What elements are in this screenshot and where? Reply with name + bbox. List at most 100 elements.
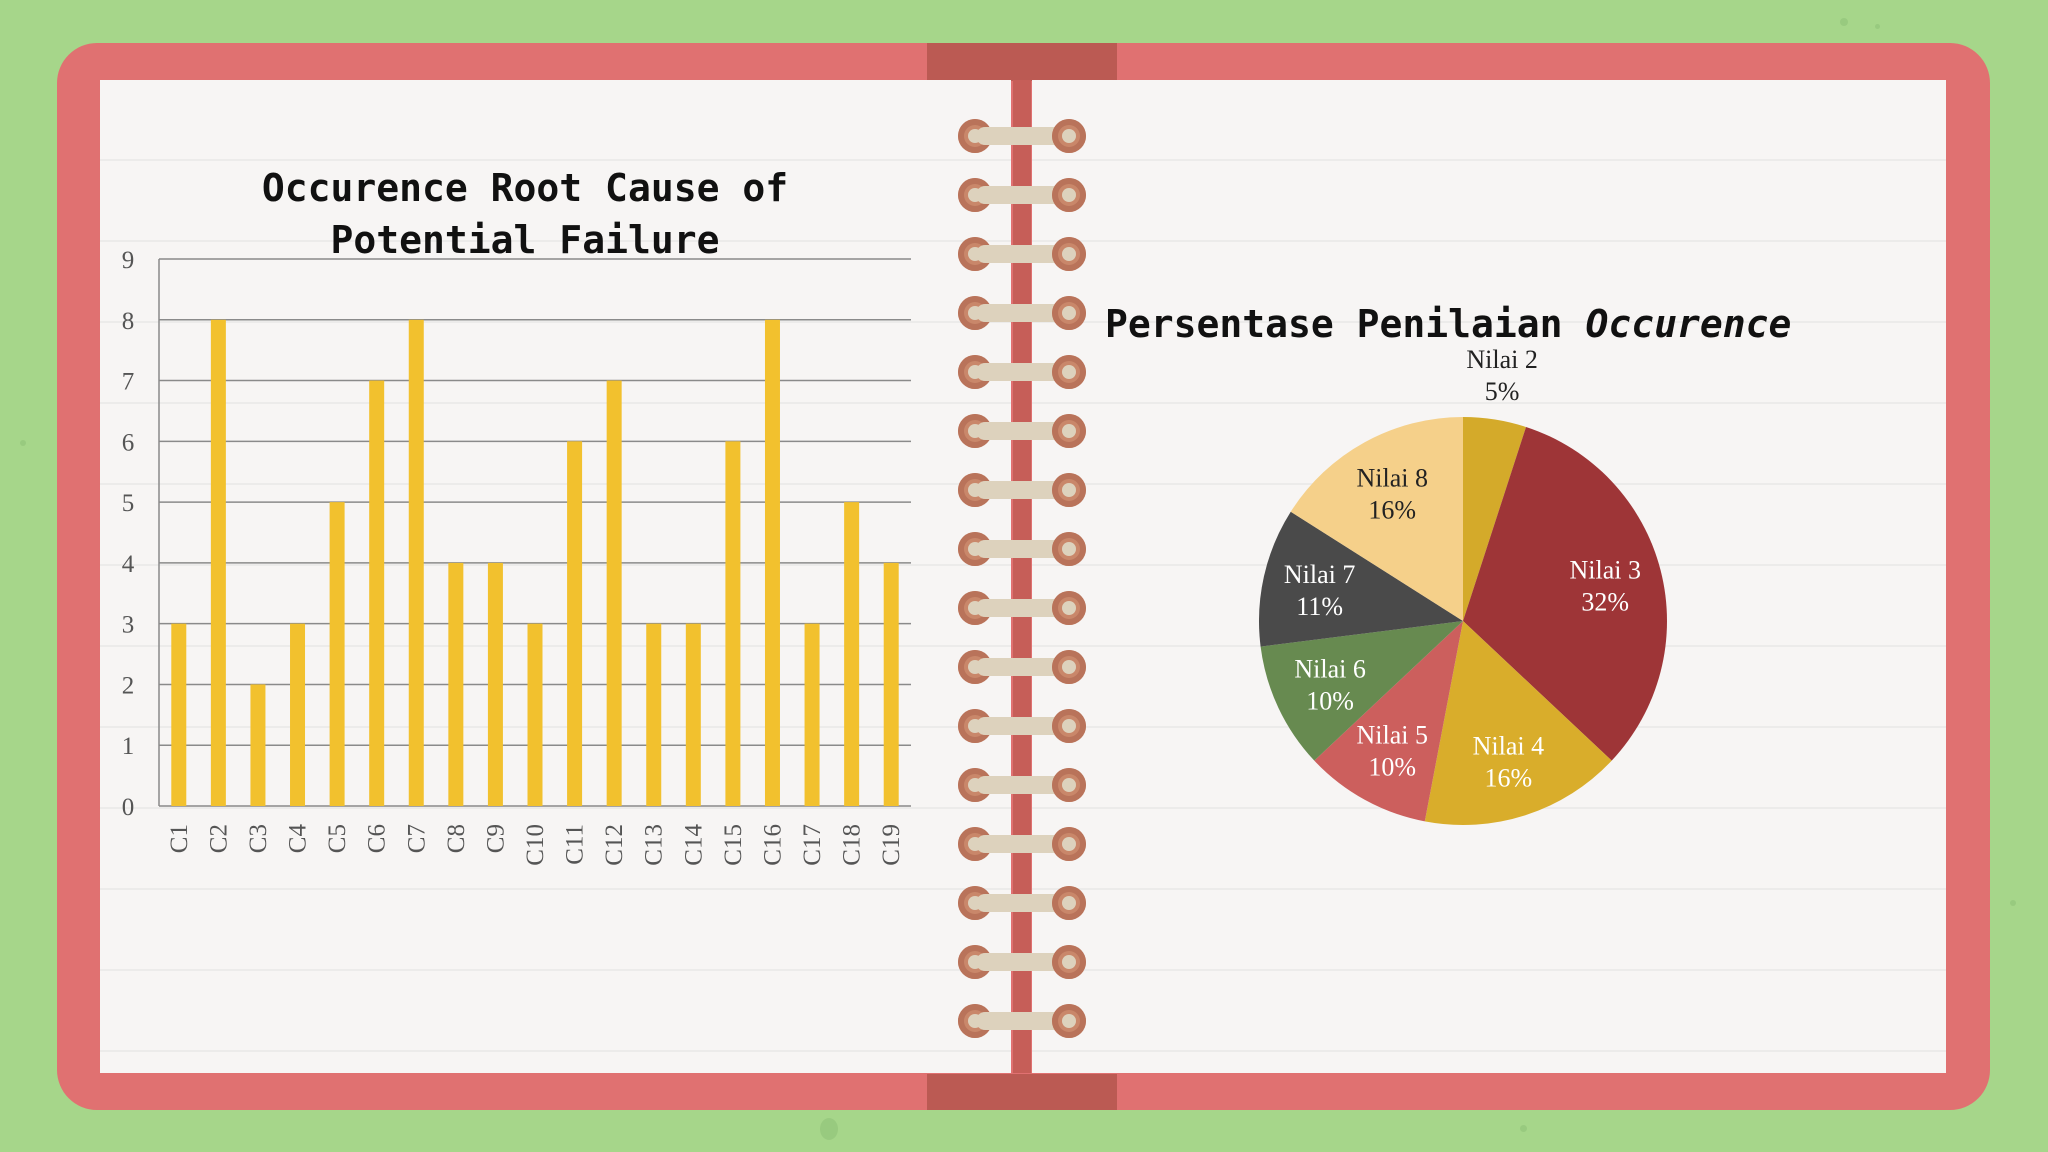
ring-bar <box>976 1012 1068 1030</box>
pie-label-name: Nilai 4 <box>1473 732 1545 761</box>
x-tick-label: C10 <box>522 824 549 866</box>
background-speckle <box>1840 18 1848 26</box>
x-tick-label: C15 <box>720 824 747 866</box>
bar-c18 <box>844 502 860 806</box>
x-tick-label: C18 <box>839 824 866 866</box>
pie-slice-nilai-3 <box>1463 426 1667 761</box>
pie-chart-title: Persentase Penilaian Occurence <box>1105 298 1945 350</box>
bar-c8 <box>448 562 464 806</box>
ring-end <box>1052 296 1086 330</box>
y-tick-label: 9 <box>122 247 135 274</box>
ring-bar <box>976 127 1068 145</box>
spine-line <box>1013 80 1031 1073</box>
ring-end <box>1052 591 1086 625</box>
bar-c11 <box>567 441 583 806</box>
pie-label-name: Nilai 2 <box>1466 345 1538 374</box>
x-tick-label: C16 <box>759 824 786 866</box>
spiral-ring <box>958 885 1086 921</box>
ring-bar <box>976 953 1068 971</box>
ring-bar <box>976 304 1068 322</box>
ring-end <box>1052 709 1086 743</box>
x-tick-label: C19 <box>878 824 905 866</box>
bar-c7 <box>408 319 424 806</box>
ring-end <box>1052 945 1086 979</box>
spiral-ring <box>958 236 1086 272</box>
ring-end <box>1052 532 1086 566</box>
bar-chart-title: Occurence Root Cause of Potential Failur… <box>200 162 850 266</box>
ring-bar <box>976 658 1068 676</box>
ring-end <box>1052 1004 1086 1038</box>
ring-bar <box>976 245 1068 263</box>
pie-label-name: Nilai 7 <box>1284 560 1356 589</box>
spiral-ring <box>958 767 1086 803</box>
x-tick-label: C14 <box>680 824 707 866</box>
pie-label-percent: 11% <box>1296 592 1343 621</box>
x-tick-label: C12 <box>601 824 628 866</box>
pie-slice-nilai-4 <box>1424 621 1612 826</box>
x-tick-label: C3 <box>245 824 272 853</box>
y-tick-label: 7 <box>122 369 135 396</box>
x-tick-label: C1 <box>166 824 193 853</box>
spiral-ring <box>958 354 1086 390</box>
x-tick-label: C17 <box>799 824 826 866</box>
ring-end <box>1052 355 1086 389</box>
spiral-ring <box>958 708 1086 744</box>
spiral-ring <box>958 649 1086 685</box>
ring-end <box>1052 237 1086 271</box>
bar-c12 <box>606 380 622 806</box>
pie-label-name: Nilai 8 <box>1356 463 1428 492</box>
bar-c3 <box>250 684 266 806</box>
y-tick-label: 3 <box>122 612 135 639</box>
bar-c5 <box>329 502 345 806</box>
ring-bar <box>976 894 1068 912</box>
bar-c9 <box>487 562 503 806</box>
x-tick-label: C11 <box>562 824 589 865</box>
spiral-ring <box>958 944 1086 980</box>
ring-bar <box>976 540 1068 558</box>
pie-slice-nilai-2 <box>1463 417 1527 621</box>
ring-end <box>958 532 992 566</box>
x-tick-label: C8 <box>443 824 470 853</box>
background-speckle <box>1520 1125 1527 1132</box>
x-tick-label: C13 <box>641 824 668 866</box>
bar-c17 <box>804 623 820 806</box>
ring-bar <box>976 422 1068 440</box>
y-tick-label: 5 <box>122 490 135 517</box>
background-speckle <box>820 1118 838 1140</box>
pie-label-name: Nilai 3 <box>1570 555 1642 584</box>
ring-end <box>958 296 992 330</box>
pie-slice-nilai-8 <box>1290 417 1463 621</box>
background-speckle <box>20 440 26 446</box>
spiral-ring <box>958 1003 1086 1039</box>
y-tick-label: 4 <box>122 551 135 578</box>
pie-slice-nilai-7 <box>1259 511 1463 647</box>
ring-bar <box>976 599 1068 617</box>
background-speckle <box>1875 24 1880 29</box>
pie-slice-nilai-5 <box>1314 621 1463 822</box>
ring-end <box>1052 119 1086 153</box>
ring-bar <box>976 481 1068 499</box>
y-tick-label: 0 <box>122 794 135 821</box>
pie-slice-nilai-6 <box>1260 621 1463 761</box>
spiral-ring <box>958 531 1086 567</box>
ring-end <box>1052 473 1086 507</box>
ring-end <box>1052 827 1086 861</box>
ring-bar <box>976 835 1068 853</box>
ring-bar <box>976 717 1068 735</box>
spiral-ring <box>958 295 1086 331</box>
bar-chart-title-line2: Potential Failure <box>330 218 720 262</box>
bar-c6 <box>369 380 385 806</box>
ring-end <box>1052 650 1086 684</box>
pie-label-percent: 32% <box>1581 587 1629 616</box>
ring-bar <box>976 363 1068 381</box>
bar-chart-title-line1: Occurence Root Cause of <box>261 166 789 210</box>
pie-label-percent: 16% <box>1368 495 1416 524</box>
spiral-ring <box>958 826 1086 862</box>
x-tick-label: C4 <box>285 824 312 854</box>
left-page <box>100 80 1011 1073</box>
bar-c15 <box>725 441 741 806</box>
ring-end <box>1052 414 1086 448</box>
pie-chart-title-italic: Occurence <box>1585 302 1792 346</box>
x-tick-label: C5 <box>324 824 351 853</box>
